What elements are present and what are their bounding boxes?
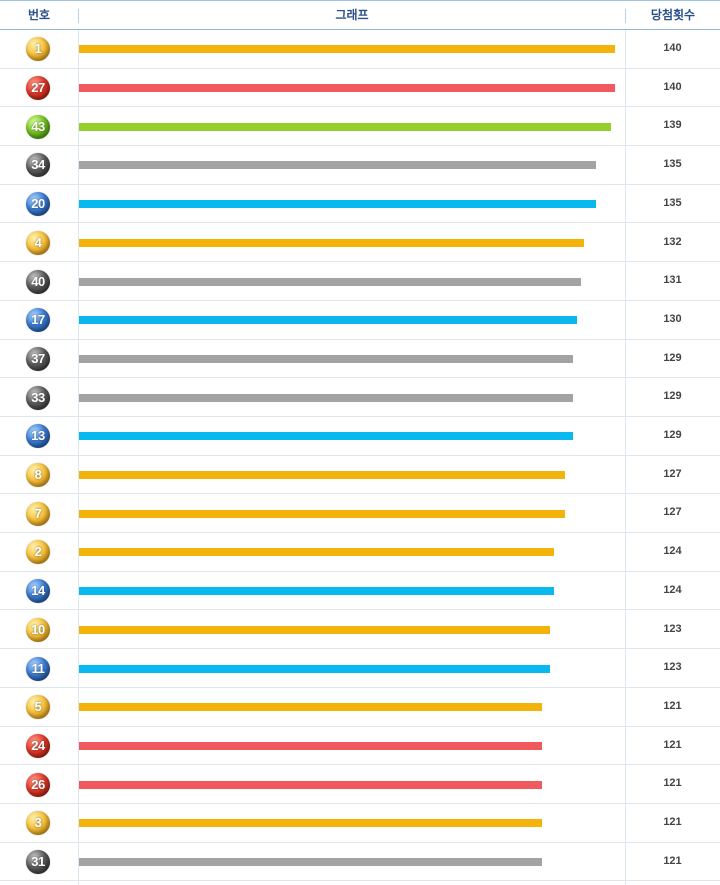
- table-row: 10 123: [0, 611, 720, 650]
- frequency-bar: [79, 780, 543, 789]
- count-value: 130: [663, 312, 682, 325]
- number-ball: 24: [26, 733, 50, 758]
- number-ball: 31: [26, 850, 50, 875]
- table-row: 2 124: [0, 533, 720, 572]
- number-ball: 13: [26, 424, 50, 449]
- count-value: 135: [663, 196, 682, 209]
- header-separator: [625, 9, 626, 23]
- number-ball: 37: [26, 346, 50, 371]
- number-ball: 11: [26, 656, 50, 681]
- number-ball: 40: [26, 269, 50, 294]
- table-row: 4 132: [0, 224, 720, 263]
- frequency-bar: [79, 509, 566, 518]
- table-row: 7 127: [0, 494, 720, 534]
- number-ball: 27: [26, 76, 50, 101]
- number-ball: 26: [26, 772, 50, 797]
- table-row: 3 121: [0, 804, 720, 843]
- number-ball: 14: [26, 579, 50, 604]
- table-row: 34 135: [0, 146, 720, 185]
- count-value: 124: [663, 545, 682, 558]
- count-value: 129: [663, 351, 682, 364]
- frequency-bar: [79, 277, 581, 286]
- table-row: 33 129: [0, 378, 720, 417]
- number-ball: 20: [26, 192, 50, 217]
- frequency-bar: [79, 238, 585, 247]
- number-ball: 1: [26, 37, 50, 62]
- frequency-bar: [79, 161, 596, 170]
- count-value: 140: [663, 80, 682, 93]
- count-value: 135: [663, 158, 682, 171]
- count-value: 123: [663, 622, 682, 635]
- table-row: 31 121: [0, 843, 720, 882]
- table-row: 1 140: [0, 30, 720, 69]
- frequency-bar: [79, 200, 596, 209]
- frequency-bar: [79, 122, 612, 131]
- column-divider: [625, 30, 626, 885]
- frequency-bar: [79, 625, 550, 634]
- frequency-bar: [79, 84, 615, 93]
- frequency-bar: [79, 548, 554, 557]
- number-ball: 8: [26, 463, 50, 488]
- count-value: 121: [663, 777, 682, 790]
- number-ball: 17: [26, 308, 50, 333]
- table-row: 26 121: [0, 765, 720, 804]
- table-row: 27 140: [0, 69, 720, 108]
- frequency-bar: [79, 703, 543, 712]
- count-value: 127: [663, 506, 682, 519]
- table-row: 17 130: [0, 301, 720, 340]
- table-row: 14 124: [0, 572, 720, 611]
- count-value: 121: [663, 699, 682, 712]
- count-value: 127: [663, 467, 682, 480]
- count-value: 124: [663, 583, 682, 596]
- number-ball: 43: [26, 114, 50, 139]
- count-value: 129: [663, 429, 682, 441]
- frequency-bar: [79, 664, 550, 673]
- number-ball: 10: [26, 617, 50, 642]
- frequency-bar: [79, 858, 543, 867]
- frequency-bar: [79, 45, 615, 54]
- frequency-bar: [79, 316, 577, 325]
- table-row: 13 129: [0, 417, 720, 456]
- table-row: 5 121: [0, 688, 720, 727]
- count-value: 121: [663, 854, 682, 867]
- number-ball: 7: [26, 501, 50, 526]
- table-row: 37 129: [0, 340, 720, 379]
- number-ball: 33: [26, 385, 50, 410]
- count-value: 139: [663, 119, 682, 132]
- count-value: 123: [663, 661, 682, 674]
- header-separator: [78, 9, 79, 23]
- table-row: 24 121: [0, 727, 720, 766]
- frequency-bar: [79, 819, 543, 828]
- number-ball: 4: [26, 230, 50, 255]
- table-row: 40 131: [0, 262, 720, 301]
- frequency-bar: [79, 393, 573, 402]
- table-row: 8 127: [0, 456, 720, 495]
- count-value: 132: [663, 235, 682, 248]
- count-value: 131: [663, 274, 682, 287]
- number-ball: 3: [26, 811, 50, 836]
- count-value: 121: [663, 816, 682, 828]
- header-count: 당첨횟수: [650, 8, 696, 22]
- frequency-bar: [79, 741, 543, 750]
- number-ball: 34: [26, 153, 50, 178]
- header-graph: 그래프: [335, 8, 369, 22]
- count-value: 121: [663, 738, 682, 751]
- number-ball: 2: [26, 540, 50, 565]
- number-ball: 5: [26, 695, 50, 720]
- frequency-bar: [79, 471, 566, 480]
- frequency-bar: [79, 354, 573, 363]
- header-number: 번호: [27, 8, 51, 22]
- count-value: 140: [663, 42, 682, 54]
- table-row: 43 139: [0, 107, 720, 147]
- frequency-bar: [79, 587, 554, 596]
- table-row: 20 135: [0, 185, 720, 224]
- column-divider: [78, 30, 79, 885]
- table-header: 번호 그래프 당첨횟수: [0, 0, 720, 30]
- frequency-bar: [79, 432, 573, 441]
- count-value: 129: [663, 390, 682, 403]
- table-row: 11 123: [0, 649, 720, 688]
